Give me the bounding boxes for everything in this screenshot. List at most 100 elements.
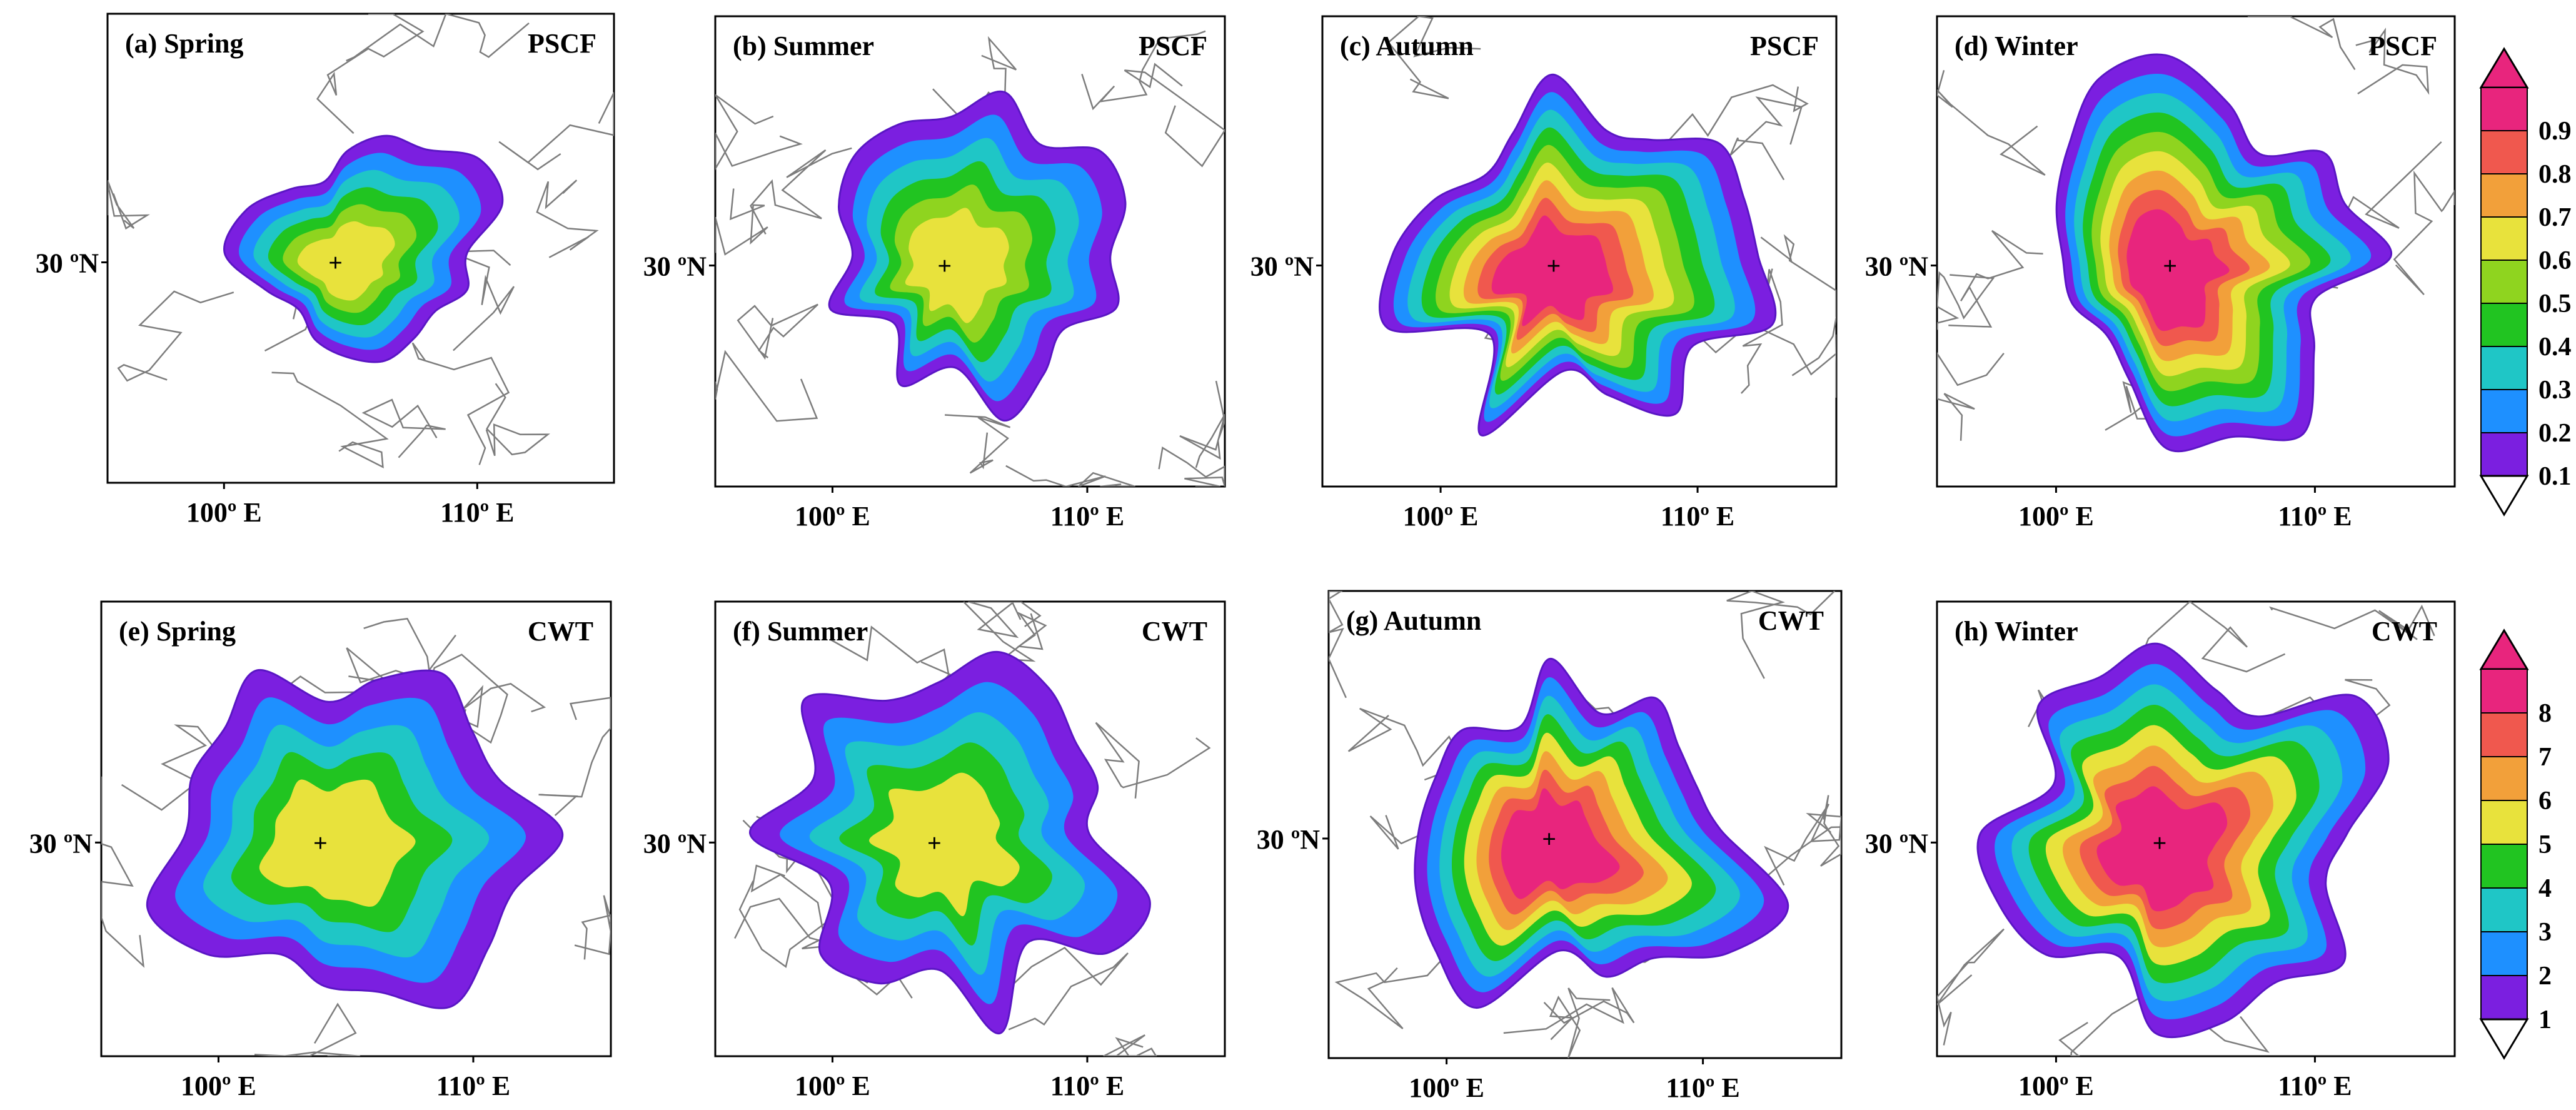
colorbar-tick-label: 1 [2538, 1006, 2552, 1034]
province-boundary [737, 303, 818, 360]
map-content: + [1378, 16, 1836, 436]
colorbar-tick-label: 4 [2538, 874, 2552, 903]
province-boundary [2247, 16, 2356, 70]
province-boundary [1726, 591, 1836, 679]
lon-tick-label: 100º E [795, 1071, 870, 1101]
colorbar-tick-label: 0.8 [2538, 160, 2572, 189]
province-boundary [1005, 465, 1135, 487]
panel-variable: CWT [528, 616, 593, 647]
panel-variable: PSCF [2368, 31, 2437, 61]
province-boundary [108, 180, 150, 230]
province-boundary [968, 602, 1042, 638]
province-boundary [1549, 987, 1611, 1058]
map-content: + [1329, 591, 1841, 1058]
province-boundary [536, 179, 599, 258]
contour-level-9 [2126, 209, 2230, 331]
lon-tick-label: 110º E [440, 497, 514, 528]
colorbar-swatch [2480, 712, 2528, 757]
lon-tick-label: 100º E [2018, 501, 2094, 532]
colorbar-tick-label: 0.7 [2538, 203, 2572, 232]
contour-level-8 [1501, 788, 1620, 899]
province-boundary [411, 342, 510, 465]
receptor-marker: + [2163, 252, 2177, 280]
lon-tick-label: 110º E [2278, 501, 2352, 532]
colorbar-tick-label: 0.3 [2538, 376, 2572, 405]
colorbar-tick-label: 0.1 [2538, 462, 2572, 491]
province-boundary [316, 14, 425, 134]
receptor-marker: + [1542, 825, 1556, 853]
lon-tick-label: 100º E [186, 497, 262, 528]
colorbar-top-triangle [2479, 628, 2529, 670]
map-panel-e: + (e) Spring CWT 30 ºN 100º E 110º E [29, 600, 612, 1101]
province-boundary [750, 147, 852, 235]
lat-tick-label: 30 ºN [36, 248, 99, 279]
lat-tick-label: 30 ºN [1865, 251, 1929, 282]
colorbar-tick-label: 6 [2538, 787, 2552, 815]
receptor-marker: + [1547, 252, 1561, 280]
province-boundary [715, 94, 803, 171]
colorbar-swatch [2480, 130, 2528, 174]
colorbar-swatch [2480, 260, 2528, 304]
province-boundary [1937, 928, 2005, 1046]
receptor-marker: + [937, 252, 952, 280]
panel-variable: CWT [2372, 616, 2437, 647]
colorbar-tick-label: 8 [2538, 699, 2552, 728]
lon-tick-label: 110º E [1050, 1071, 1124, 1101]
colorbar-swatch [2480, 975, 2528, 1020]
colorbar-swatch [2480, 756, 2528, 801]
panel-label: (e) Spring [119, 616, 236, 647]
colorbar-tick-label: 5 [2538, 830, 2552, 859]
colorbar-swatch [2480, 216, 2528, 261]
province-boundary [2355, 28, 2430, 95]
province-boundary [538, 697, 611, 817]
contour-level-6 [297, 221, 395, 301]
province-boundary [1081, 30, 1206, 111]
contour-level-5 [259, 779, 416, 907]
colorbar-swatch [2480, 800, 2528, 845]
province-boundary [1334, 961, 1441, 1029]
province-boundary [271, 371, 389, 469]
map-panel-a: + (a) Spring PSCF 30 ºN 100º E 110º E [36, 13, 615, 528]
colorbar-tick-label: 3 [2538, 918, 2552, 947]
receptor-marker: + [927, 829, 942, 857]
map-panel-h: + (h) Winter CWT 30 ºN 100º E 110º E [1865, 600, 2456, 1101]
lon-tick-label: 100º E [2018, 1071, 2094, 1101]
colorbar-swatch [2480, 432, 2528, 477]
colorbar-tick-label: 0.2 [2538, 419, 2572, 448]
lat-tick-label: 30 ºN [1865, 828, 1929, 859]
panel-label: (g) Autumn [1346, 605, 1481, 636]
province-boundary [1158, 446, 1225, 487]
map-content: + [1937, 602, 2435, 1056]
colorbar-swatch [2480, 346, 2528, 390]
lat-tick-label: 30 ºN [643, 828, 707, 859]
colorbar-swatch [2480, 844, 2528, 889]
panel-variable: PSCF [1139, 31, 1207, 61]
lon-tick-label: 110º E [2278, 1071, 2352, 1101]
province-boundary [1001, 947, 1129, 1031]
lon-tick-label: 100º E [795, 501, 870, 532]
colorbar-bottom-triangle [2479, 475, 2529, 517]
panel-variable: CWT [1142, 616, 1207, 647]
province-boundary [1387, 16, 1481, 99]
province-boundary [1124, 63, 1225, 168]
colorbar-pscf: 0.1 0.2 0.3 0.4 0.5 0.6 0.7 0.8 0.9 [2479, 47, 2572, 517]
map-content: + [734, 602, 1211, 1056]
panel-label: (d) Winter [1955, 31, 2078, 61]
lat-tick-label: 30 ºN [643, 251, 707, 282]
province-boundary [449, 250, 515, 351]
province-boundary [1764, 804, 1841, 886]
receptor-marker: + [313, 829, 328, 857]
map-panel-f: + (f) Summer CWT 30 ºN 100º E 110º E [643, 600, 1226, 1101]
lon-tick-label: 110º E [436, 1071, 510, 1101]
colorbar-swatch [2480, 669, 2528, 714]
province-boundary [1948, 230, 2043, 328]
contour-level-8 [2096, 786, 2228, 912]
map-panel-b: + (b) Summer PSCF 30 ºN 100º E 110º E [643, 15, 1226, 532]
province-boundary [361, 398, 446, 458]
lat-tick-label: 30 ºN [29, 828, 93, 859]
province-boundary [945, 414, 1011, 474]
colorbar-swatch [2480, 173, 2528, 218]
contour-level-5 [869, 772, 1020, 917]
panel-variable: CWT [1758, 605, 1824, 636]
